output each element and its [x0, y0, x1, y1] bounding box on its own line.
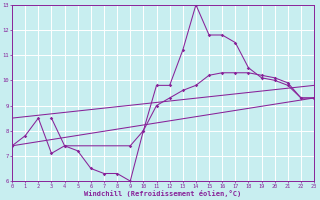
X-axis label: Windchill (Refroidissement éolien,°C): Windchill (Refroidissement éolien,°C): [84, 190, 242, 197]
